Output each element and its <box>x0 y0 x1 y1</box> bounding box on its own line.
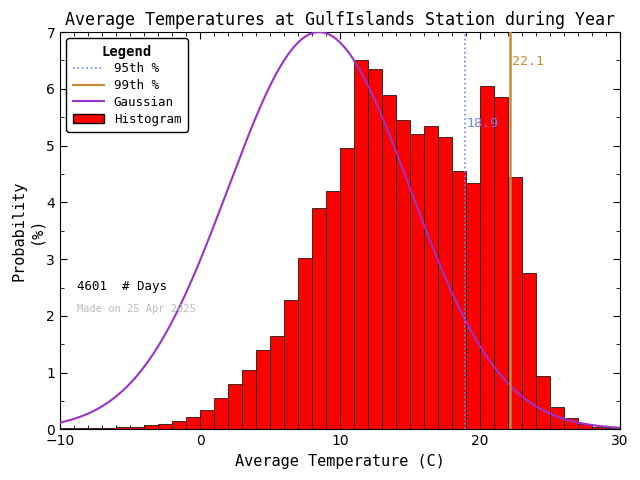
Bar <box>312 208 326 430</box>
Bar <box>130 427 144 430</box>
Bar <box>536 375 550 430</box>
Bar <box>452 171 466 430</box>
Bar <box>172 421 186 430</box>
Bar <box>88 428 102 430</box>
Bar <box>256 350 270 430</box>
Bar <box>368 69 382 430</box>
Bar <box>284 300 298 430</box>
Bar <box>480 86 494 430</box>
Bar <box>186 417 200 430</box>
Bar <box>424 126 438 430</box>
Text: 18.9: 18.9 <box>467 117 499 130</box>
Bar <box>242 370 256 430</box>
Text: Made on 25 Apr 2025: Made on 25 Apr 2025 <box>77 304 196 314</box>
Bar <box>438 137 452 430</box>
Legend: 95th %, 99th %, Gaussian, Histogram: 95th %, 99th %, Gaussian, Histogram <box>67 38 188 132</box>
Bar <box>508 177 522 430</box>
Bar <box>410 134 424 430</box>
Bar <box>466 182 480 430</box>
Bar <box>144 425 158 430</box>
Bar <box>354 60 368 430</box>
Bar <box>116 427 130 430</box>
Bar <box>270 336 284 430</box>
Bar <box>494 97 508 430</box>
Bar <box>158 424 172 430</box>
Bar <box>214 398 228 430</box>
Title: Average Temperatures at GulfIslands Station during Year: Average Temperatures at GulfIslands Stat… <box>65 11 615 29</box>
Bar <box>74 428 88 430</box>
Bar <box>228 384 242 430</box>
Bar <box>200 409 214 430</box>
Bar <box>606 428 620 430</box>
Bar <box>564 418 578 430</box>
Bar <box>578 424 592 430</box>
Text: 4601  # Days: 4601 # Days <box>77 280 167 293</box>
Bar <box>60 428 74 430</box>
Bar <box>592 427 606 430</box>
Bar <box>326 191 340 430</box>
Bar <box>298 258 312 430</box>
Bar <box>340 148 354 430</box>
X-axis label: Average Temperature (C): Average Temperature (C) <box>235 454 445 469</box>
Bar <box>102 428 116 430</box>
Bar <box>550 407 564 430</box>
Bar <box>396 120 410 430</box>
Text: 22.1: 22.1 <box>511 55 543 68</box>
Bar <box>522 273 536 430</box>
Y-axis label: Probability
(%): Probability (%) <box>11 180 44 281</box>
Bar <box>382 95 396 430</box>
